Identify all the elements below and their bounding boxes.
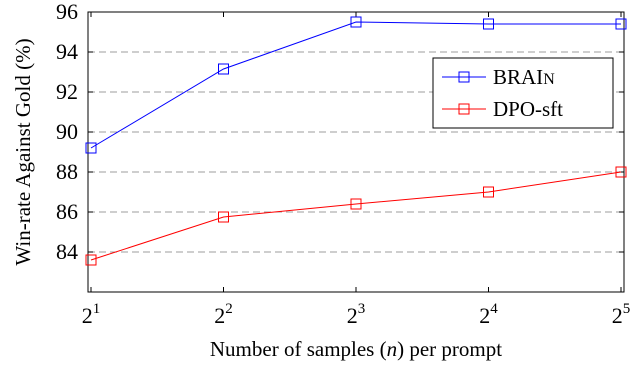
x-tick-label: 25 (612, 301, 631, 328)
series-1-point (483, 186, 494, 198)
legend-label-smallcaps: N (543, 71, 555, 88)
series-1-point (85, 254, 97, 266)
x-axis-label-variable: n (387, 337, 398, 361)
x-tick-label: 21 (82, 301, 101, 328)
y-tick-label: 94 (56, 39, 78, 64)
series-line-0 (90, 21, 621, 149)
y-tick-label: 90 (56, 119, 78, 144)
x-axis-ticks: 21 22 23 24 25 (82, 12, 631, 328)
x-tick-exponent: 1 (93, 301, 101, 317)
x-tick-exponent: 4 (490, 301, 498, 317)
x-axis-label-text-end: ) per prompt (397, 337, 502, 361)
legend-label-1: DPO-sft (493, 97, 563, 121)
series-0-point (483, 18, 494, 30)
x-tick-exponent: 2 (225, 301, 233, 317)
grid-lines (88, 51, 624, 253)
y-axis-ticks: 84 86 88 90 92 94 96 (56, 0, 624, 264)
series-group (85, 16, 627, 266)
y-tick-label: 86 (56, 199, 78, 224)
x-tick-base: 2 (612, 303, 623, 328)
x-tick-base: 2 (214, 303, 225, 328)
x-tick-base: 2 (479, 303, 490, 328)
series-0-point (85, 142, 97, 154)
series-1-point (615, 166, 627, 178)
x-tick-label: 24 (479, 301, 498, 328)
legend-label-0: BRAIN (493, 65, 555, 89)
series-1-point (350, 198, 362, 210)
y-axis-label: Win-rate Against Gold (%) (11, 38, 35, 265)
x-tick-exponent: 5 (623, 301, 631, 317)
series-0-point (218, 63, 229, 75)
x-tick-label: 22 (214, 301, 233, 328)
legend: BRAIN DPO-sft (432, 57, 614, 129)
x-tick-exponent: 3 (358, 301, 366, 317)
x-axis-label: Number of samples (n) per prompt (210, 337, 502, 361)
legend-label-main: BRAI (493, 65, 543, 89)
series-1-point (218, 211, 229, 223)
y-tick-label: 96 (56, 0, 78, 24)
series-line-1 (90, 171, 622, 261)
series-0-point (350, 16, 362, 28)
legend-marker-1 (458, 103, 470, 115)
legend-box (432, 57, 614, 129)
x-tick-base: 2 (347, 303, 358, 328)
x-tick-base: 2 (82, 303, 93, 328)
y-tick-label: 84 (56, 239, 78, 264)
y-tick-label: 92 (56, 79, 78, 104)
legend-marker-0 (458, 71, 470, 83)
plot-frame (87, 11, 625, 293)
y-tick-label: 88 (56, 159, 78, 184)
series-0-point (615, 18, 627, 30)
x-tick-label: 23 (347, 301, 366, 328)
x-axis-label-text: Number of samples ( (210, 337, 387, 361)
